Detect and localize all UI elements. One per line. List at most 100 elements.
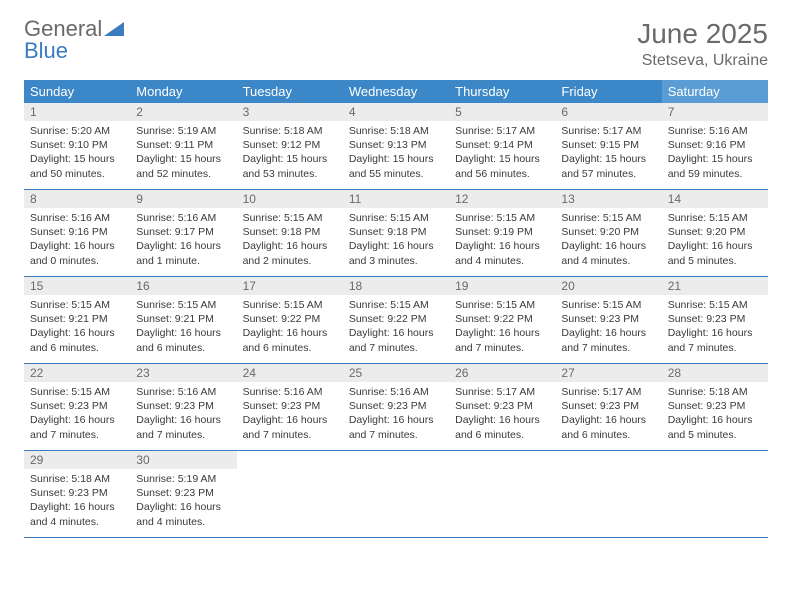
daylight-text: Daylight: 16 hours and 6 minutes. [455,413,549,441]
day-number: 20 [555,277,661,295]
calendar-cell: 11Sunrise: 5:15 AMSunset: 9:18 PMDayligh… [343,190,449,277]
sunrise-text: Sunrise: 5:18 AM [30,472,124,486]
sunset-text: Sunset: 9:20 PM [668,225,762,239]
day-body: Sunrise: 5:15 AMSunset: 9:22 PMDaylight:… [449,295,555,363]
calendar-cell: 4Sunrise: 5:18 AMSunset: 9:13 PMDaylight… [343,103,449,190]
sunrise-text: Sunrise: 5:18 AM [668,385,762,399]
sunrise-text: Sunrise: 5:16 AM [243,385,337,399]
sunrise-text: Sunrise: 5:17 AM [561,385,655,399]
calendar-cell: 3Sunrise: 5:18 AMSunset: 9:12 PMDaylight… [237,103,343,190]
day-number: 5 [449,103,555,121]
calendar-table: SundayMondayTuesdayWednesdayThursdayFrid… [24,80,768,538]
sunset-text: Sunset: 9:10 PM [30,138,124,152]
sunrise-text: Sunrise: 5:15 AM [455,298,549,312]
title-block: June 2025 Stetseva, Ukraine [637,18,768,70]
day-number: 2 [130,103,236,121]
sunset-text: Sunset: 9:22 PM [455,312,549,326]
day-number: 22 [24,364,130,382]
location-label: Stetseva, Ukraine [637,52,768,70]
sunrise-text: Sunrise: 5:15 AM [30,298,124,312]
daylight-text: Daylight: 16 hours and 6 minutes. [243,326,337,354]
calendar-cell: 16Sunrise: 5:15 AMSunset: 9:21 PMDayligh… [130,277,236,364]
sunrise-text: Sunrise: 5:16 AM [668,124,762,138]
sunset-text: Sunset: 9:23 PM [561,399,655,413]
sunrise-text: Sunrise: 5:15 AM [668,298,762,312]
sunset-text: Sunset: 9:23 PM [668,399,762,413]
daylight-text: Daylight: 16 hours and 7 minutes. [349,413,443,441]
day-body: Sunrise: 5:18 AMSunset: 9:23 PMDaylight:… [662,382,768,450]
day-number: 18 [343,277,449,295]
sunset-text: Sunset: 9:23 PM [30,486,124,500]
day-body: Sunrise: 5:15 AMSunset: 9:20 PMDaylight:… [555,208,661,276]
sunrise-text: Sunrise: 5:20 AM [30,124,124,138]
sunset-text: Sunset: 9:23 PM [30,399,124,413]
day-number: 28 [662,364,768,382]
sunset-text: Sunset: 9:15 PM [561,138,655,152]
sunset-text: Sunset: 9:14 PM [455,138,549,152]
calendar-cell: 10Sunrise: 5:15 AMSunset: 9:18 PMDayligh… [237,190,343,277]
daylight-text: Daylight: 16 hours and 4 minutes. [136,500,230,528]
sunrise-text: Sunrise: 5:16 AM [136,211,230,225]
calendar-cell: 28Sunrise: 5:18 AMSunset: 9:23 PMDayligh… [662,364,768,451]
sunrise-text: Sunrise: 5:15 AM [243,211,337,225]
calendar-cell: 15Sunrise: 5:15 AMSunset: 9:21 PMDayligh… [24,277,130,364]
day-body: Sunrise: 5:18 AMSunset: 9:13 PMDaylight:… [343,121,449,189]
day-body: Sunrise: 5:15 AMSunset: 9:18 PMDaylight:… [343,208,449,276]
day-body: Sunrise: 5:18 AMSunset: 9:12 PMDaylight:… [237,121,343,189]
day-number: 25 [343,364,449,382]
calendar-cell [237,451,343,538]
sunset-text: Sunset: 9:12 PM [243,138,337,152]
day-number: 11 [343,190,449,208]
sunset-text: Sunset: 9:16 PM [668,138,762,152]
day-body: Sunrise: 5:15 AMSunset: 9:20 PMDaylight:… [662,208,768,276]
day-body: Sunrise: 5:19 AMSunset: 9:23 PMDaylight:… [130,469,236,537]
day-number: 24 [237,364,343,382]
calendar-cell [555,451,661,538]
day-body: Sunrise: 5:15 AMSunset: 9:22 PMDaylight:… [237,295,343,363]
weekday-header: Thursday [449,80,555,103]
daylight-text: Daylight: 15 hours and 52 minutes. [136,152,230,180]
calendar-cell: 27Sunrise: 5:17 AMSunset: 9:23 PMDayligh… [555,364,661,451]
sunset-text: Sunset: 9:23 PM [561,312,655,326]
calendar-cell: 25Sunrise: 5:16 AMSunset: 9:23 PMDayligh… [343,364,449,451]
daylight-text: Daylight: 16 hours and 6 minutes. [30,326,124,354]
day-body: Sunrise: 5:17 AMSunset: 9:23 PMDaylight:… [449,382,555,450]
day-number: 17 [237,277,343,295]
brand-text: General Blue [24,18,124,62]
calendar-cell: 7Sunrise: 5:16 AMSunset: 9:16 PMDaylight… [662,103,768,190]
sunrise-text: Sunrise: 5:16 AM [30,211,124,225]
sail-icon [104,18,124,40]
day-body: Sunrise: 5:16 AMSunset: 9:23 PMDaylight:… [343,382,449,450]
day-body: Sunrise: 5:17 AMSunset: 9:15 PMDaylight:… [555,121,661,189]
sunrise-text: Sunrise: 5:15 AM [455,211,549,225]
calendar-cell: 9Sunrise: 5:16 AMSunset: 9:17 PMDaylight… [130,190,236,277]
day-body: Sunrise: 5:15 AMSunset: 9:23 PMDaylight:… [555,295,661,363]
daylight-text: Daylight: 16 hours and 4 minutes. [455,239,549,267]
day-number: 21 [662,277,768,295]
daylight-text: Daylight: 16 hours and 7 minutes. [668,326,762,354]
calendar-cell: 23Sunrise: 5:16 AMSunset: 9:23 PMDayligh… [130,364,236,451]
sunset-text: Sunset: 9:11 PM [136,138,230,152]
weekday-header: Monday [130,80,236,103]
calendar-cell [343,451,449,538]
calendar-cell: 17Sunrise: 5:15 AMSunset: 9:22 PMDayligh… [237,277,343,364]
brand-logo: General Blue [24,18,124,62]
calendar-cell: 21Sunrise: 5:15 AMSunset: 9:23 PMDayligh… [662,277,768,364]
calendar-cell: 19Sunrise: 5:15 AMSunset: 9:22 PMDayligh… [449,277,555,364]
calendar-cell: 26Sunrise: 5:17 AMSunset: 9:23 PMDayligh… [449,364,555,451]
day-number: 12 [449,190,555,208]
day-number: 8 [24,190,130,208]
day-number: 27 [555,364,661,382]
daylight-text: Daylight: 16 hours and 0 minutes. [30,239,124,267]
daylight-text: Daylight: 15 hours and 55 minutes. [349,152,443,180]
sunrise-text: Sunrise: 5:18 AM [349,124,443,138]
calendar-cell: 14Sunrise: 5:15 AMSunset: 9:20 PMDayligh… [662,190,768,277]
calendar-cell: 2Sunrise: 5:19 AMSunset: 9:11 PMDaylight… [130,103,236,190]
daylight-text: Daylight: 16 hours and 5 minutes. [668,413,762,441]
day-body: Sunrise: 5:15 AMSunset: 9:23 PMDaylight:… [662,295,768,363]
sunset-text: Sunset: 9:22 PM [349,312,443,326]
daylight-text: Daylight: 16 hours and 4 minutes. [30,500,124,528]
day-body: Sunrise: 5:17 AMSunset: 9:23 PMDaylight:… [555,382,661,450]
weekday-header: Friday [555,80,661,103]
calendar-cell: 18Sunrise: 5:15 AMSunset: 9:22 PMDayligh… [343,277,449,364]
